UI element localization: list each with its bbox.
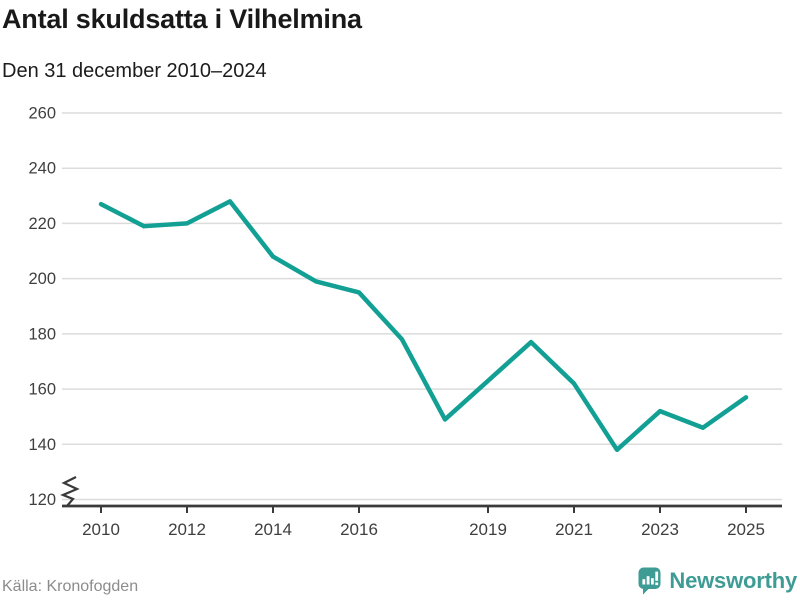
newsworthy-logo: Newsworthy: [638, 567, 797, 595]
x-tick-label: 2019: [469, 520, 507, 539]
newsworthy-wordmark: Newsworthy: [669, 568, 797, 593]
y-tick-label: 140: [28, 436, 56, 454]
x-tick-label: 2021: [555, 520, 593, 539]
bar-3: [651, 578, 655, 585]
y-tick-label: 200: [28, 270, 56, 288]
x-tick-label: 2016: [340, 520, 378, 539]
y-tick-label: 220: [28, 215, 56, 233]
x-tick-label: 2023: [641, 520, 679, 539]
x-tick-label: 2012: [168, 520, 206, 539]
axis-break-icon: [60, 476, 80, 507]
exclamation-dot: [655, 582, 659, 586]
source-label: Källa: Kronofogden: [2, 578, 139, 595]
bar-1: [642, 579, 646, 585]
x-tick-label: 2014: [254, 520, 292, 539]
x-tick-label: 2025: [727, 520, 765, 539]
line-chart: 120 140 160 180 200 220 240 260 2010 2012 2014 2016…: [28, 105, 782, 539]
y-tick-label: 260: [28, 105, 56, 123]
chart-title: Antal skuldsatta i Vilhelmina: [2, 4, 362, 34]
bar-2: [647, 576, 650, 585]
y-tick-label: 240: [28, 160, 56, 178]
data-line: [98, 199, 749, 453]
chart-subtitle: Den 31 december 2010–2024: [2, 60, 267, 82]
y-tick-label: 160: [28, 381, 56, 399]
newsworthy-bubble-chart-icon: [638, 567, 661, 595]
exclamation-stem: [655, 571, 659, 581]
x-tick-label: 2010: [82, 520, 120, 539]
y-tick-label: 120: [28, 491, 56, 509]
y-tick-label: 180: [28, 325, 56, 343]
